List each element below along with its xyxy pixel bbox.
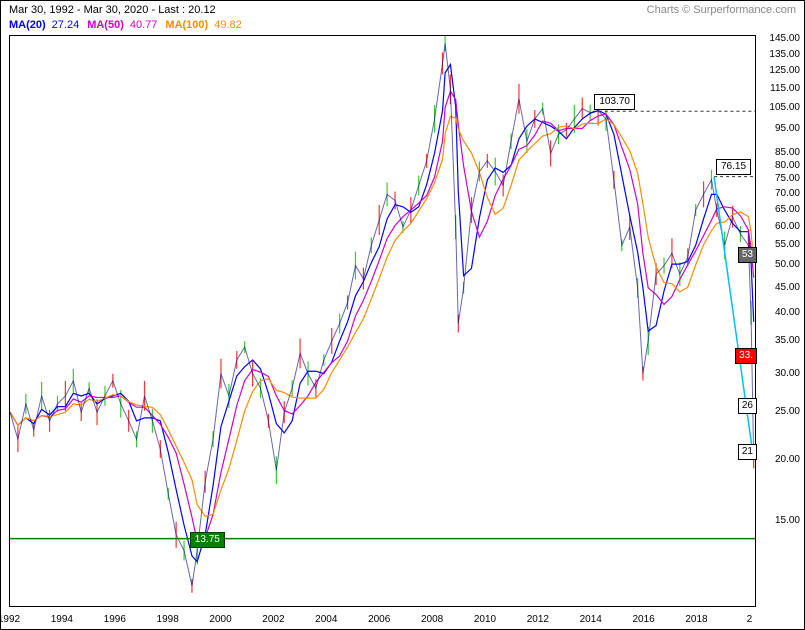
ytick-label: 60.00 — [775, 221, 800, 232]
xtick-label: 1998 — [157, 614, 179, 625]
ytick-label: 50.00 — [775, 259, 800, 270]
xtick-label: 1994 — [51, 614, 73, 625]
ytick-label: 75.00 — [775, 173, 800, 184]
price-marker: 53 — [738, 247, 757, 263]
date-range: Mar 30, 1992 - Mar 30, 2020 - Last : 20.… — [9, 4, 216, 16]
ytick-label: 20.00 — [775, 454, 800, 465]
xtick-label: 2018 — [685, 614, 707, 625]
ytick-label: 70.00 — [775, 188, 800, 199]
chart-svg — [10, 36, 755, 606]
xtick-label: 2012 — [527, 614, 549, 625]
xtick-label: 2000 — [209, 614, 231, 625]
xtick-label: 2016 — [632, 614, 654, 625]
ytick-label: 145.00 — [769, 33, 800, 44]
ma-legend-item: MA(100)49.82 — [165, 19, 241, 31]
ytick-label: 95.00 — [775, 123, 800, 134]
ma-legend-item: MA(20)27.24 — [9, 19, 79, 31]
ytick-label: 35.00 — [775, 335, 800, 346]
ma-legend: MA(20)27.24 MA(50)40.77 MA(100)49.82 — [9, 19, 250, 31]
ytick-label: 30.00 — [775, 368, 800, 379]
ytick-label: 45.00 — [775, 282, 800, 293]
xtick-label: 1996 — [104, 614, 126, 625]
ytick-label: 25.00 — [775, 406, 800, 417]
xtick-label: 2002 — [262, 614, 284, 625]
attribution: Charts © Surperformance.com — [647, 4, 796, 16]
ytick-label: 85.00 — [775, 147, 800, 158]
xtick-label: 2 — [747, 614, 753, 625]
ytick-label: 135.00 — [769, 49, 800, 60]
price-marker: 21 — [738, 444, 757, 460]
ytick-label: 80.00 — [775, 160, 800, 171]
ytick-label: 115.00 — [770, 83, 800, 94]
ma-legend-item: MA(50)40.77 — [87, 19, 157, 31]
chart-plot-area[interactable]: 13.75 103.70 76.15 53 33. 26 21 — [9, 35, 756, 607]
chart-header: Mar 30, 1992 - Mar 30, 2020 - Last : 20.… — [9, 4, 796, 16]
resistance-label: 103.70 — [594, 94, 635, 110]
resistance-label: 76.15 — [716, 159, 751, 175]
xtick-label: 2006 — [368, 614, 390, 625]
support-label: 13.75 — [190, 532, 225, 548]
ytick-label: 55.00 — [775, 239, 800, 250]
ytick-label: 125.00 — [769, 65, 800, 76]
price-marker: 26 — [738, 398, 757, 414]
ytick-label: 15.00 — [775, 515, 800, 526]
ytick-label: 65.00 — [775, 204, 800, 215]
ytick-label: 40.00 — [775, 307, 800, 318]
ytick-label: 105.00 — [769, 102, 800, 113]
chart-container: Mar 30, 1992 - Mar 30, 2020 - Last : 20.… — [0, 0, 805, 630]
x-axis: 1992199419961998200020022004200620082010… — [9, 607, 756, 629]
price-marker: 33. — [735, 348, 757, 364]
xtick-label: 2010 — [474, 614, 496, 625]
xtick-label: 2008 — [421, 614, 443, 625]
xtick-label: 1992 — [0, 614, 20, 625]
xtick-label: 2004 — [315, 614, 337, 625]
y-axis: 145.00 135.00 125.00 115.00 105.00 95.00 85.00… — [756, 35, 804, 607]
xtick-label: 2014 — [580, 614, 602, 625]
